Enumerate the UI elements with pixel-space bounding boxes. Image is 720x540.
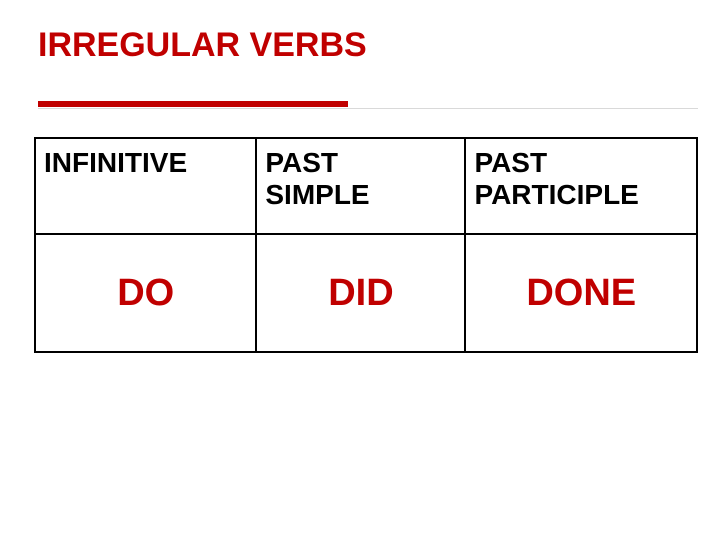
gray-rule <box>38 108 698 109</box>
verbs-table: INFINITIVE PASTSIMPLE PASTPARTICIPLE DO … <box>34 137 698 353</box>
cell-past-participle: DONE <box>465 234 697 352</box>
cell-infinitive: DO <box>35 234 256 352</box>
red-rule <box>38 101 348 107</box>
page-title: IRREGULAR VERBS <box>38 26 690 65</box>
title-underline <box>38 101 690 109</box>
cell-past-simple: DID <box>256 234 465 352</box>
col-past-simple: PASTSIMPLE <box>256 138 465 234</box>
col-past-participle: PASTPARTICIPLE <box>465 138 697 234</box>
table-header-row: INFINITIVE PASTSIMPLE PASTPARTICIPLE <box>35 138 697 234</box>
col-infinitive: INFINITIVE <box>35 138 256 234</box>
table-row: DO DID DONE <box>35 234 697 352</box>
